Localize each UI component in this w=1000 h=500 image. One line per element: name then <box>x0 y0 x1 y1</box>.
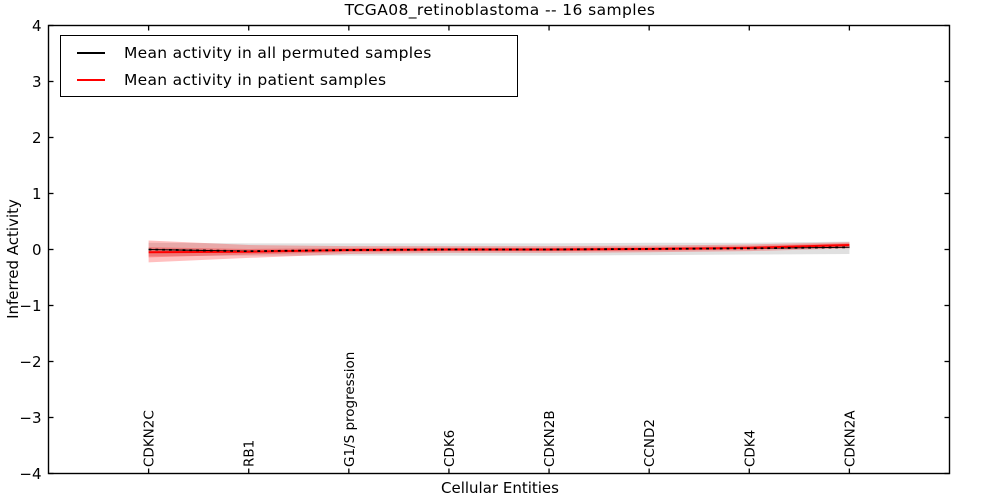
x-tick-label: G1/S progression <box>342 352 358 467</box>
patient-samples-band-outer <box>148 240 850 263</box>
y-tick-label: −2 <box>19 353 41 371</box>
x-tick-label: RB1 <box>242 440 258 467</box>
legend-entry-patient: Mean activity in patient samples <box>77 71 503 89</box>
x-tick-label: CDKN2C <box>142 410 158 467</box>
y-tick-label: 2 <box>32 129 42 147</box>
legend-entry-permuted: Mean activity in all permuted samples <box>77 44 503 62</box>
y-tick-label: 3 <box>32 73 42 91</box>
y-tick-label: −1 <box>19 297 41 315</box>
y-tick-label: −4 <box>19 465 41 483</box>
x-tick-label: CDKN2B <box>542 410 558 467</box>
y-tick-label: 0 <box>32 241 42 259</box>
y-tick-label: 4 <box>32 17 42 35</box>
legend-label-permuted: Mean activity in all permuted samples <box>124 43 432 62</box>
legend-box: Mean activity in all permuted samples Me… <box>60 35 518 97</box>
y-tick-label: 1 <box>32 185 42 203</box>
x-tick-label: CDKN2A <box>842 410 858 467</box>
legend-line-sample-patient-icon <box>77 78 105 81</box>
legend-line-sample-permuted-icon <box>77 51 105 54</box>
y-axis-label: Inferred Activity <box>4 199 22 319</box>
legend-label-patient: Mean activity in patient samples <box>124 70 387 89</box>
y-tick-label: −3 <box>19 409 41 427</box>
x-tick-label: CDK4 <box>742 430 758 467</box>
x-axis-label: Cellular Entities <box>441 479 559 497</box>
x-tick-label: CDK6 <box>442 430 458 467</box>
chart-title: TCGA08_retinoblastoma -- 16 samples <box>344 1 656 19</box>
permuted-mean-line <box>148 246 850 253</box>
x-tick-label: CCND2 <box>642 419 658 467</box>
